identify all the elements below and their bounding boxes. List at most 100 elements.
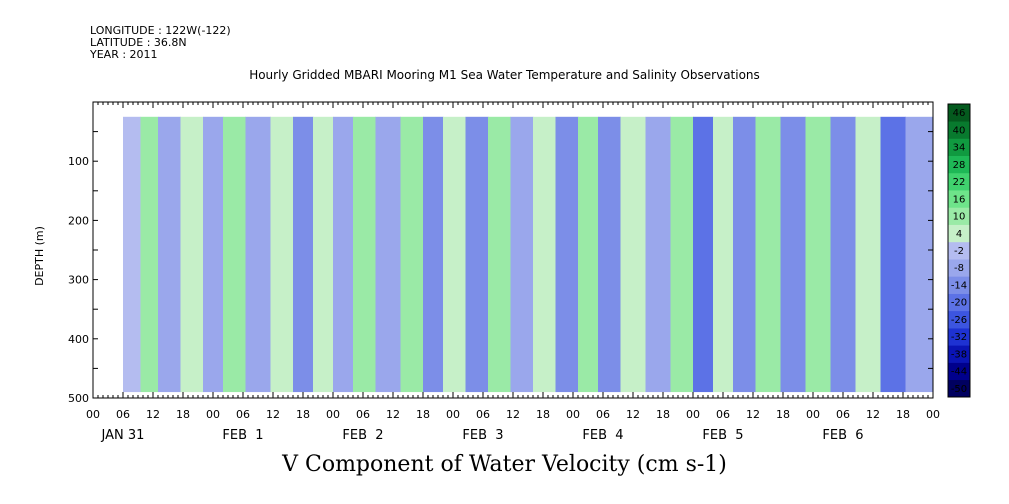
colorbar-label: 10 [953, 212, 966, 223]
heatmap-cell [123, 116, 141, 393]
colorbar-swatch [948, 293, 970, 312]
heatmap-cell [533, 116, 556, 393]
x-tick-label: 00 [926, 408, 940, 421]
x-tick-label: 06 [596, 408, 610, 421]
heatmap-cell [245, 116, 271, 393]
y-tick-label: 200 [68, 214, 89, 227]
colorbar-swatch [948, 276, 970, 294]
x-tick-label: 00 [206, 408, 220, 421]
colorbar-swatch [948, 138, 970, 157]
x-tick-label: 06 [716, 408, 730, 421]
colorbar-swatch [948, 207, 970, 225]
heatmap-cell [855, 116, 881, 393]
x-tick-label: 06 [476, 408, 490, 421]
colorbar-swatch [948, 172, 970, 191]
colorbar-swatch [948, 224, 970, 243]
colorbar-label: -26 [951, 315, 967, 326]
x-tick-label: 18 [896, 408, 910, 421]
heatmap-cell [140, 116, 159, 393]
heatmap-cell [488, 116, 511, 393]
heatmap-cell [620, 116, 646, 393]
colorbar-frame [947, 103, 971, 398]
heatmap-cell [555, 116, 579, 393]
heatmap-cell [180, 116, 204, 393]
x-tick-label: 00 [686, 408, 700, 421]
heatmap-cell [578, 116, 599, 393]
colorbar: 46 40 34 28 22 16 10 4 -2 -8 -14 -20 -26 -32 -38 -44 -50 [947, 103, 971, 398]
heatmap-cell [733, 116, 756, 393]
y-tick-label: 100 [68, 155, 89, 168]
x-tick-label: 00 [326, 408, 340, 421]
heatmap-cell [400, 116, 424, 393]
x-tick-label: 12 [746, 408, 760, 421]
x-tick-label: 00 [806, 408, 820, 421]
colorbar-swatch [948, 379, 970, 398]
x-tick-label: 12 [866, 408, 880, 421]
colorbar-swatch [948, 155, 970, 174]
y-tick-label: 500 [68, 392, 89, 405]
x-day-label: FEB 6 [822, 428, 863, 443]
colorbar-label: -50 [951, 384, 967, 395]
heatmap-cell [755, 116, 781, 393]
x-tick-label: 18 [416, 408, 430, 421]
heatmap-cell [203, 116, 224, 393]
colorbar-label: -32 [951, 332, 967, 343]
x-tick-label: 12 [626, 408, 640, 421]
colorbar-swatch [948, 328, 970, 346]
x-tick-label: 06 [116, 408, 130, 421]
x-day-label: FEB 5 [702, 428, 743, 443]
x-tick-label: 18 [176, 408, 190, 421]
y-tick-label: 400 [68, 333, 89, 346]
heatmap-cell [693, 116, 714, 393]
colorbar-label: -20 [951, 298, 967, 309]
colorbar-swatch [948, 121, 970, 139]
chart-title: Hourly Gridded MBARI Mooring M1 Sea Wate… [249, 68, 760, 82]
colorbar-label: 34 [953, 143, 966, 154]
colorbar-swatch [948, 104, 970, 122]
heatmap-cell [830, 116, 856, 393]
colorbar-label: -44 [951, 367, 967, 378]
colorbar-swatch [948, 241, 970, 260]
x-day-label: FEB 1 [222, 428, 263, 443]
heatmap-cell [158, 116, 181, 393]
heatmap-cells [123, 116, 934, 393]
x-tick-label: 12 [266, 408, 280, 421]
colorbar-swatch [948, 345, 970, 363]
colorbar-swatch [948, 362, 970, 381]
x-day-label: FEB 2 [342, 428, 383, 443]
x-tick-label: 00 [566, 408, 580, 421]
colorbar-label: -8 [954, 263, 964, 274]
colorbar-label: 40 [953, 125, 966, 136]
heatmap-cell [880, 116, 906, 393]
heatmap-cell [780, 116, 806, 393]
y-axis-label: DEPTH (m) [33, 226, 46, 286]
heatmap-cell [443, 116, 466, 393]
year-label: YEAR : 2011 [90, 48, 158, 61]
colorbar-swatch [948, 259, 970, 277]
colorbar-label: 46 [953, 108, 966, 119]
colorbar-label: -14 [951, 280, 967, 291]
x-tick-label: 18 [536, 408, 550, 421]
x-tick-label: 12 [146, 408, 160, 421]
heatmap-cell [293, 116, 314, 393]
x-tick-label: 18 [776, 408, 790, 421]
x-tick-label: 06 [836, 408, 850, 421]
heatmap-cell [313, 116, 334, 393]
heatmap-cell [510, 116, 534, 393]
heatmap-cell [423, 116, 444, 393]
x-tick-label: 06 [236, 408, 250, 421]
x-day-label: JAN 31 [101, 428, 145, 443]
heatmap-cell [353, 116, 376, 393]
colorbar-swatch [948, 190, 970, 208]
x-day-label: FEB 3 [462, 428, 503, 443]
colorbar-label: 16 [953, 194, 966, 205]
colorbar-label: 4 [956, 229, 962, 240]
colorbar-label: 22 [953, 177, 966, 188]
heatmap-cell [670, 116, 694, 393]
heatmap-cell [465, 116, 489, 393]
x-tick-label: 00 [446, 408, 460, 421]
longitude-label: LONGITUDE : 122W(-122) [90, 24, 231, 37]
y-tick-label: 300 [68, 274, 89, 287]
